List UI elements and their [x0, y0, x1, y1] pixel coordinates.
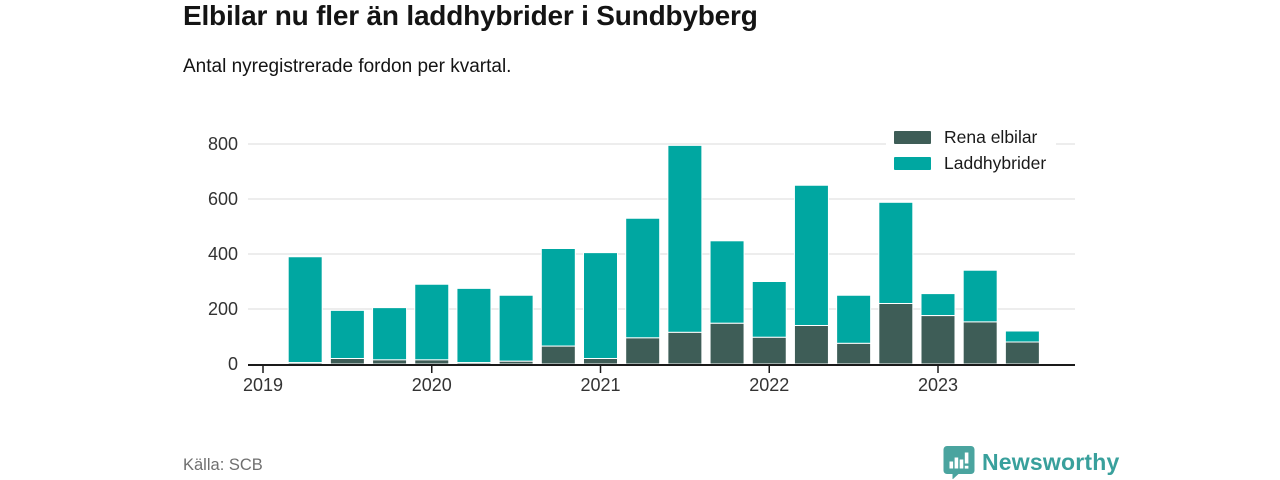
legend-swatch-laddhybrider	[894, 156, 931, 170]
bar-segment-rena-elbilar	[836, 342, 872, 365]
newsworthy-logo-icon	[943, 446, 975, 479]
y-axis-label: 0	[228, 354, 238, 374]
bar-segment-rena-elbilar	[751, 336, 787, 365]
bar-segment-laddhybrider	[1004, 330, 1040, 343]
bar-segment-rena-elbilar	[1004, 341, 1040, 365]
newsworthy-brand-name: Newsworthy	[982, 448, 1120, 475]
bar-segment-laddhybrider	[920, 293, 956, 317]
legend-label-rena-elbilar: Rena elbilar	[944, 127, 1038, 147]
bar-segment-rena-elbilar	[625, 337, 661, 365]
bar-segment-laddhybrider	[878, 201, 914, 304]
chart-subtitle: Antal nyregistrerade fordon per kvartal.	[183, 56, 512, 77]
bar-segment-rena-elbilar	[456, 362, 492, 365]
y-axis-label: 200	[208, 299, 238, 319]
legend-item-rena-elbilar: Rena elbilar	[894, 128, 1046, 146]
bar-segment-laddhybrider	[498, 294, 534, 362]
bar-segment-rena-elbilar	[583, 358, 618, 365]
y-axis-label: 600	[208, 189, 238, 209]
y-axis-label: 800	[208, 134, 238, 154]
bar-segment-rena-elbilar	[498, 360, 534, 365]
bar-segment-laddhybrider	[456, 287, 492, 364]
bar-segment-laddhybrider	[836, 294, 872, 344]
bar-segment-laddhybrider	[962, 269, 998, 323]
chart-title: Elbilar nu fler än laddhybrider i Sundby…	[183, 0, 758, 31]
bar-segment-rena-elbilar	[667, 331, 703, 365]
bar-segment-laddhybrider	[583, 252, 618, 359]
bar-segment-laddhybrider	[540, 248, 576, 347]
x-axis-label: 2021	[580, 375, 620, 395]
bar-segment-rena-elbilar	[793, 325, 829, 365]
bar-segment-laddhybrider	[329, 309, 365, 359]
bar-segment-laddhybrider	[414, 283, 450, 361]
bar-segment-rena-elbilar	[540, 345, 576, 365]
bar-segment-laddhybrider	[751, 281, 787, 338]
x-axis-label: 2020	[412, 375, 452, 395]
bar-segment-rena-elbilar	[414, 359, 450, 365]
bar-segment-laddhybrider	[667, 144, 703, 333]
newsworthy-brand-link[interactable]: Newsworthy	[943, 445, 1119, 479]
bar-segment-laddhybrider	[793, 184, 829, 326]
bar-segment-rena-elbilar	[920, 315, 956, 365]
bar-segment-rena-elbilar	[329, 358, 365, 365]
bar-segment-laddhybrider	[709, 240, 745, 324]
bar-segment-rena-elbilar	[287, 362, 323, 365]
bar-segment-laddhybrider	[372, 307, 408, 361]
legend-label-laddhybrider: Laddhybrider	[944, 153, 1047, 173]
legend-item-laddhybrider: Laddhybrider	[894, 154, 1046, 172]
bar-segment-laddhybrider	[287, 256, 323, 364]
bar-segment-rena-elbilar	[878, 303, 914, 365]
y-axis-label: 400	[208, 244, 238, 264]
bar-segment-rena-elbilar	[962, 321, 998, 365]
legend-swatch-rena-elbilar	[894, 130, 931, 144]
bar-segment-laddhybrider	[625, 217, 661, 339]
x-axis-label: 2023	[918, 375, 958, 395]
x-axis-label: 2019	[243, 375, 283, 395]
source-note: Källa: SCB	[183, 456, 263, 474]
bar-segment-rena-elbilar	[372, 359, 408, 365]
bar-segment-rena-elbilar	[709, 322, 745, 365]
legend: Rena elbilar Laddhybrider	[886, 126, 1057, 176]
x-axis-label: 2022	[749, 375, 789, 395]
